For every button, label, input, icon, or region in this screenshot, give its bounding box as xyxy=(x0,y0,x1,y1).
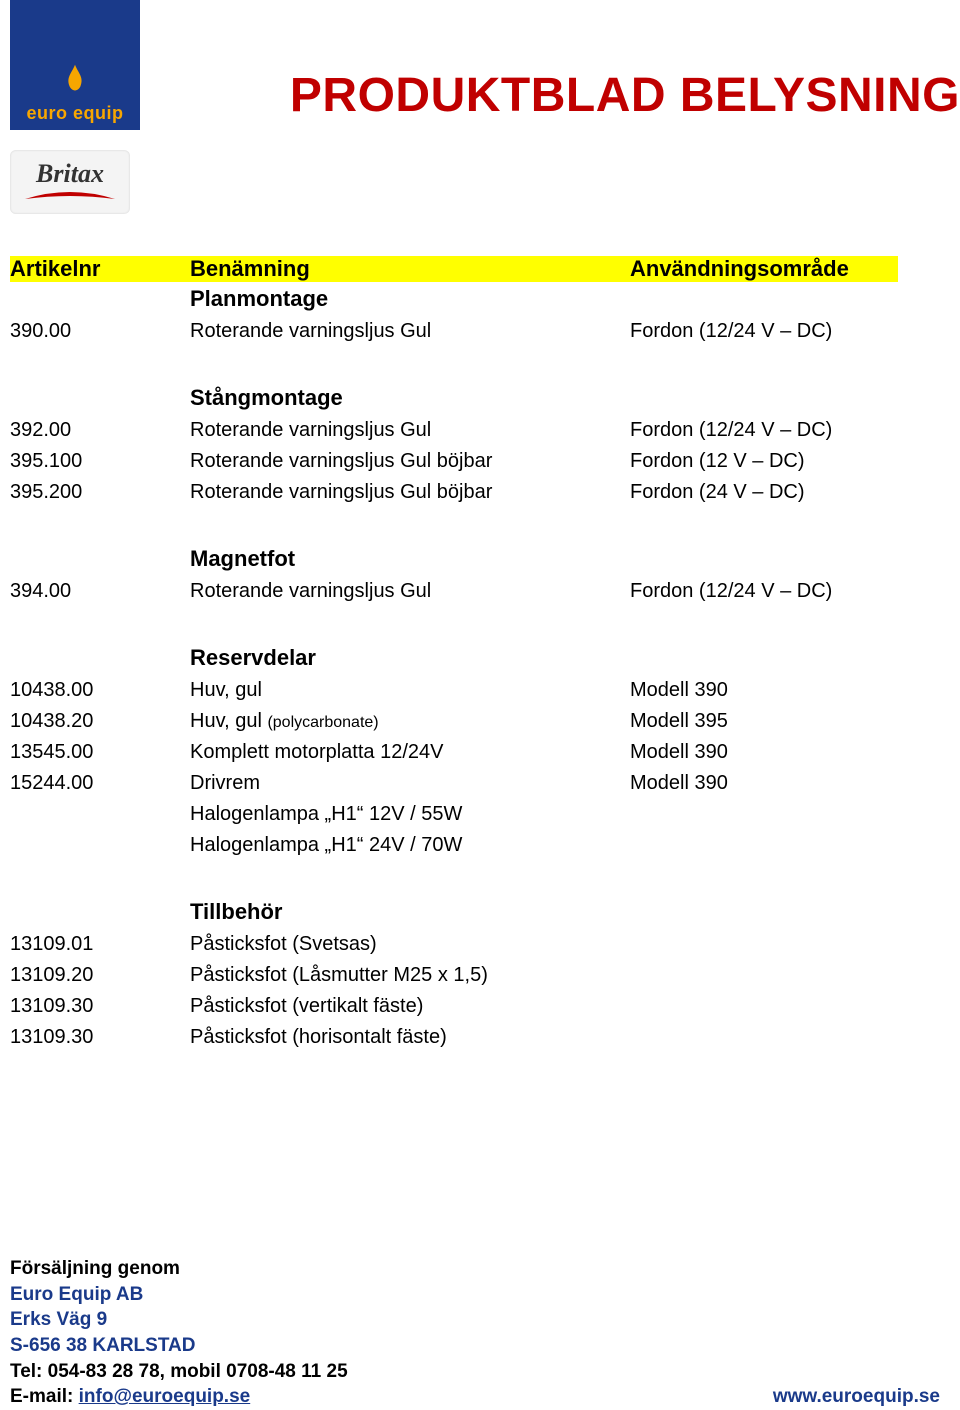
table-row: 10438.00 Huv, gul Modell 390 xyxy=(10,675,898,706)
table-row: 390.00 Roterande varningsljus Gul Fordon… xyxy=(10,316,898,347)
cell-use: Fordon (12/24 V – DC) xyxy=(630,415,898,446)
table-row: 13109.30 Påsticksfot (vertikalt fäste) xyxy=(10,991,898,1022)
swoosh-icon xyxy=(25,189,115,203)
cell-artikelnr: 15244.00 xyxy=(10,768,190,799)
cell-use: Fordon (12/24 V – DC) xyxy=(630,576,898,607)
cell-artikelnr: 13109.01 xyxy=(10,929,190,960)
cell-name: Roterande varningsljus Gul xyxy=(190,576,630,607)
section-tillbehor: Tillbehör xyxy=(190,895,630,929)
table-row: Halogenlampa „H1“ 12V / 55W xyxy=(10,799,898,830)
cell-name: Påsticksfot (Svetsas) xyxy=(190,929,630,960)
table-row: 13545.00 Komplett motorplatta 12/24V Mod… xyxy=(10,737,898,768)
header-benamning: Benämning xyxy=(190,256,630,282)
cell-name: Roterande varningsljus Gul böjbar xyxy=(190,446,630,477)
cell-artikelnr: 395.100 xyxy=(10,446,190,477)
cell-artikelnr: 395.200 xyxy=(10,477,190,508)
cell-use xyxy=(630,799,898,830)
cell-use: Modell 390 xyxy=(630,675,898,706)
cell-use: Modell 390 xyxy=(630,737,898,768)
footer-email-label: E-mail: xyxy=(10,1386,79,1407)
section-stangmontage: Stångmontage xyxy=(190,381,630,415)
cell-name: Komplett motorplatta 12/24V xyxy=(190,737,630,768)
table-row: 13109.20 Påsticksfot (Låsmutter M25 x 1,… xyxy=(10,960,898,991)
table-row: 13109.30 Påsticksfot (horisontalt fäste) xyxy=(10,1022,898,1053)
cell-artikelnr: 13109.30 xyxy=(10,1022,190,1053)
flame-icon xyxy=(57,63,93,99)
cell-name: Roterande varningsljus Gul xyxy=(190,415,630,446)
table-row: 10438.20 Huv, gul (polycarbonate) Modell… xyxy=(10,706,898,737)
cell-artikelnr: 392.00 xyxy=(10,415,190,446)
cell-name: Halogenlampa „H1“ 24V / 70W xyxy=(190,830,630,861)
cell-use: Fordon (24 V – DC) xyxy=(630,477,898,508)
cell-use xyxy=(630,830,898,861)
footer-line1: Försäljning genom xyxy=(10,1256,950,1282)
footer-email-link[interactable]: info@euroequip.se xyxy=(79,1386,251,1407)
section-title-row: Reservdelar xyxy=(10,641,898,675)
cell-name: Påsticksfot (vertikalt fäste) xyxy=(190,991,630,1022)
section-title-row: Magnetfot xyxy=(10,542,898,576)
cell-name: Påsticksfot (horisontalt fäste) xyxy=(190,1022,630,1053)
footer-company: Euro Equip AB xyxy=(10,1282,950,1308)
cell-name: Roterande varningsljus Gul böjbar xyxy=(190,477,630,508)
table-row: 394.00 Roterande varningsljus Gul Fordon… xyxy=(10,576,898,607)
table-row: 395.100 Roterande varningsljus Gul böjba… xyxy=(10,446,898,477)
table-row: 15244.00 Drivrem Modell 390 xyxy=(10,768,898,799)
section-magnetfot: Magnetfot xyxy=(190,542,630,576)
cell-use: Modell 390 xyxy=(630,768,898,799)
cell-name: Halogenlampa „H1“ 12V / 55W xyxy=(190,799,630,830)
section-title-row: Planmontage xyxy=(10,282,898,316)
header-artikelnr: Artikelnr xyxy=(10,256,190,282)
cell-artikelnr xyxy=(10,799,190,830)
cell-use xyxy=(630,1022,898,1053)
page-title: PRODUKTBLAD BELYSNING xyxy=(290,68,960,123)
header-anvandningsomrade: Användningsområde xyxy=(630,256,898,282)
cell-use: Fordon (12 V – DC) xyxy=(630,446,898,477)
content-area: Artikelnr Benämning Användningsområde Pl… xyxy=(10,256,898,1053)
cell-artikelnr: 10438.20 xyxy=(10,706,190,737)
cell-artikelnr: 13545.00 xyxy=(10,737,190,768)
table-row: 392.00 Roterande varningsljus Gul Fordon… xyxy=(10,415,898,446)
footer-street: Erks Väg 9 xyxy=(10,1307,950,1333)
section-title-row: Tillbehör xyxy=(10,895,898,929)
cell-artikelnr: 13109.30 xyxy=(10,991,190,1022)
cell-artikelnr: 13109.20 xyxy=(10,960,190,991)
euroequip-logo-text: euro equip xyxy=(26,103,123,124)
euroequip-logo: euro equip xyxy=(10,0,140,130)
section-title-row: Stångmontage xyxy=(10,381,898,415)
footer-website[interactable]: www.euroequip.se xyxy=(773,1384,940,1410)
section-planmontage: Planmontage xyxy=(190,282,630,316)
cell-use xyxy=(630,929,898,960)
cell-use: Fordon (12/24 V – DC) xyxy=(630,316,898,347)
footer-city: S-656 38 KARLSTAD xyxy=(10,1333,950,1359)
cell-use xyxy=(630,991,898,1022)
cell-artikelnr: 10438.00 xyxy=(10,675,190,706)
cell-name: Påsticksfot (Låsmutter M25 x 1,5) xyxy=(190,960,630,991)
britax-logo: Britax xyxy=(10,150,130,214)
table-row: Halogenlampa „H1“ 24V / 70W xyxy=(10,830,898,861)
britax-logo-text: Britax xyxy=(36,161,104,187)
table-header: Artikelnr Benämning Användningsområde xyxy=(10,256,898,282)
cell-name: Drivrem xyxy=(190,768,630,799)
footer: Försäljning genom Euro Equip AB Erks Väg… xyxy=(10,1256,950,1410)
table-row: 13109.01 Påsticksfot (Svetsas) xyxy=(10,929,898,960)
cell-name: Huv, gul xyxy=(190,675,630,706)
cell-use: Modell 395 xyxy=(630,706,898,737)
footer-tel: Tel: 054-83 28 78, mobil 0708-48 11 25 xyxy=(10,1359,950,1385)
cell-artikelnr: 394.00 xyxy=(10,576,190,607)
cell-use xyxy=(630,960,898,991)
table-row: 395.200 Roterande varningsljus Gul böjba… xyxy=(10,477,898,508)
cell-artikelnr: 390.00 xyxy=(10,316,190,347)
section-reservdelar: Reservdelar xyxy=(190,641,630,675)
cell-name: Huv, gul (polycarbonate) xyxy=(190,706,630,737)
cell-name: Roterande varningsljus Gul xyxy=(190,316,630,347)
cell-artikelnr xyxy=(10,830,190,861)
